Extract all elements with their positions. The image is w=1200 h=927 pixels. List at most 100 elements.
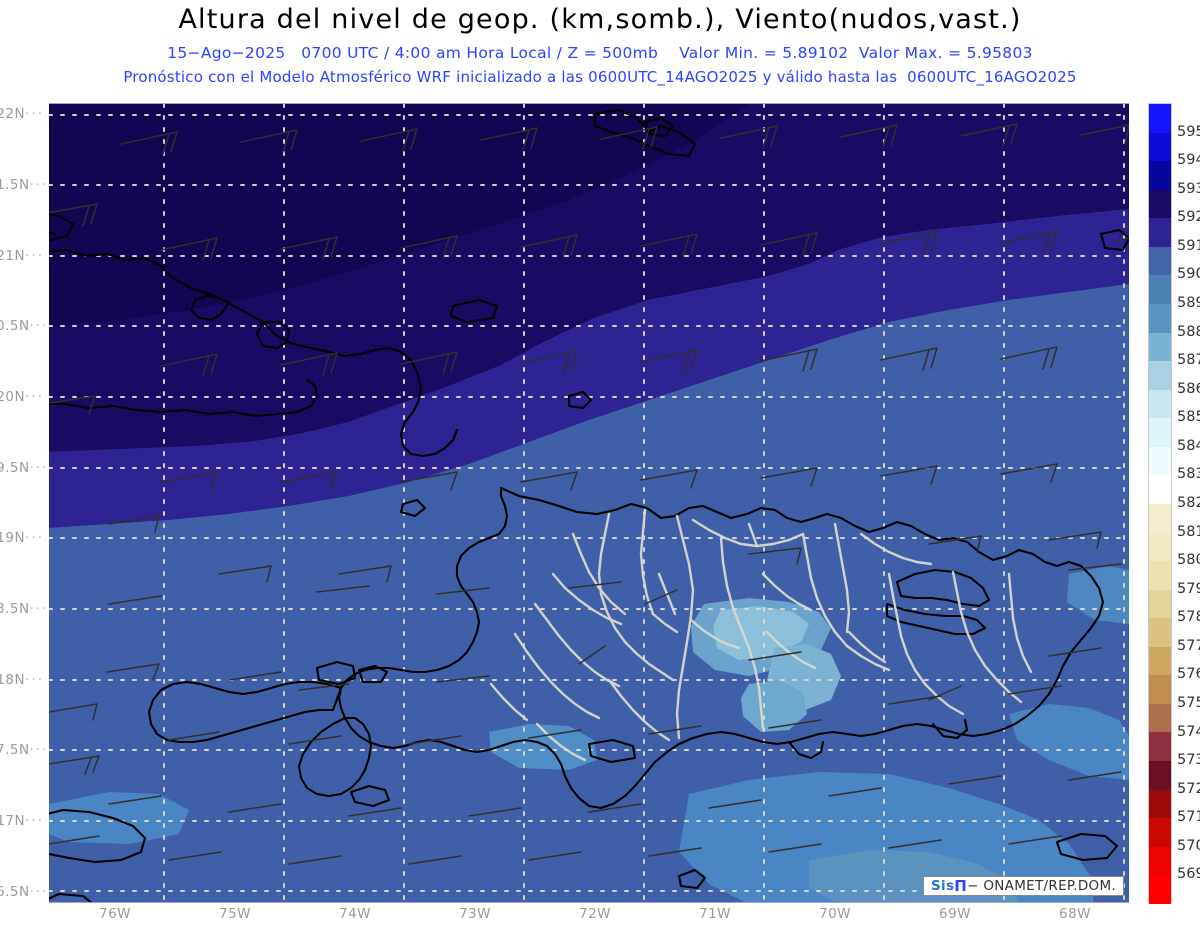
colorbar-swatch [1149,303,1171,333]
x-axis-tick-label: 71W [698,906,732,922]
y-axis-tick-label: 17N··· [0,813,44,830]
colorbar-swatch [1149,703,1171,733]
colorbar-swatch [1149,218,1171,247]
coastline-islet-beata [677,868,707,890]
wind-barb [928,685,962,701]
wind-barb [480,127,538,151]
wind-barb [1000,346,1058,370]
coastline-bay-ocoa [787,740,825,760]
wind-barb [748,651,802,661]
coastline-jamaica [49,808,147,864]
wind-barb [520,471,578,491]
wind-barb [720,125,778,149]
y-axis-tick-label: 0.5N··· [0,318,49,335]
wind-barb [228,803,282,813]
colorbar-swatch [1149,104,1171,133]
wind-barb [348,807,402,817]
wind-barb [468,807,522,817]
y-axis-tick-label: 8.5N··· [0,601,49,617]
wind-barb [748,547,802,565]
colorbar-swatch [1149,532,1171,561]
colorbar-swatch [1149,675,1171,704]
wind-barb [1008,835,1062,845]
wind-barb [880,347,938,371]
y-axis-tick-label: 21N··· [0,247,44,264]
shade-patch-haiti-s [489,724,597,770]
colorbar-tick-label: 5890 [1177,295,1200,311]
coastline-saona [1055,832,1119,862]
wind-barbs [49,123,1129,865]
colorbar-swatch [1149,875,1171,904]
coastline-samana [895,568,991,608]
wind-barb [49,395,96,415]
wind-barb [288,855,342,865]
wind-barb [400,235,458,259]
wind-barb [160,237,218,261]
wind-barb [948,775,1002,785]
y-axis-tick-label: 9.5N··· [0,459,49,476]
wind-barb [1112,237,1129,243]
wind-barb [568,581,622,589]
wind-barb [436,675,490,683]
wind-barb [49,203,98,227]
colorbar[interactable] [1148,103,1172,904]
admin-boundaries [489,508,1033,762]
wind-barb [108,595,162,605]
wind-barb [1048,647,1102,657]
logo-sis-text: Sis [931,878,955,894]
colorbar-tick-label: 5920 [1177,209,1200,226]
colorbar-swatch [1149,246,1171,276]
wind-barb [49,755,100,775]
colorbar-swatch [1149,618,1171,647]
colorbar-swatch [1149,418,1171,447]
forecast-subtitle-line2: Pronóstico con el Modelo Atmosférico WRF… [123,68,1077,86]
x-axis-tick-label: 69W [938,906,972,922]
x-axis-tick-label: 76W [98,906,132,922]
coastline-haiti-gonave [315,660,357,686]
wind-barb [288,735,342,745]
wind-barb [106,663,160,681]
wind-barb [168,851,222,861]
colorbar-swatch [1149,503,1171,533]
wind-barb [840,124,898,148]
y-axis-tick-label: 1.5N··· [0,176,49,193]
wind-barb [1048,531,1102,549]
logo-agency-text: − ONAMET/REP.DOM. [967,878,1116,894]
colorbar-tick-label: 5790 [1177,580,1200,597]
wind-barb [280,471,338,491]
shade-band-5910 [49,209,1129,528]
y-axis-tick-label: 19N··· [0,530,44,547]
coastline-cuba [49,212,459,458]
colorbar-tick-label: 5860 [1177,380,1200,397]
colorbar-tick-label: 5710 [1177,809,1200,826]
wind-barb [528,729,582,739]
colorbar-tick-label: 5870 [1177,352,1200,369]
coastline-cuba-south [49,378,319,418]
colorbar-swatch [1149,161,1171,190]
colorbar-tick-label: 5750 [1177,695,1200,711]
colorbar-swatch [1149,818,1171,847]
shade-patch-sj [741,680,807,732]
map-plot-area[interactable] [49,103,1129,903]
logo-pi-icon: Π [954,877,968,895]
wind-barb [400,471,458,491]
wind-barb [228,671,282,681]
wind-barb [588,803,642,813]
wind-barb [760,348,818,372]
wind-barb [436,587,490,595]
coastlines [49,108,1129,902]
x-axis-tick-label: 68W [1058,906,1092,922]
island-bahama-1 [449,298,499,324]
wind-barb [1068,771,1122,781]
wind-barb [708,799,762,809]
wind-barb [888,839,942,849]
colorbar-swatch [1149,760,1171,790]
shade-band-5930-core [49,104,749,326]
x-axis-tick-label: 70W [818,906,852,922]
x-axis-tick-label: 73W [458,906,492,922]
wind-barb [640,233,698,257]
wind-barb [528,851,582,861]
wind-barb [408,735,462,745]
wind-barb [1008,685,1062,695]
colorbar-swatch [1149,589,1171,619]
